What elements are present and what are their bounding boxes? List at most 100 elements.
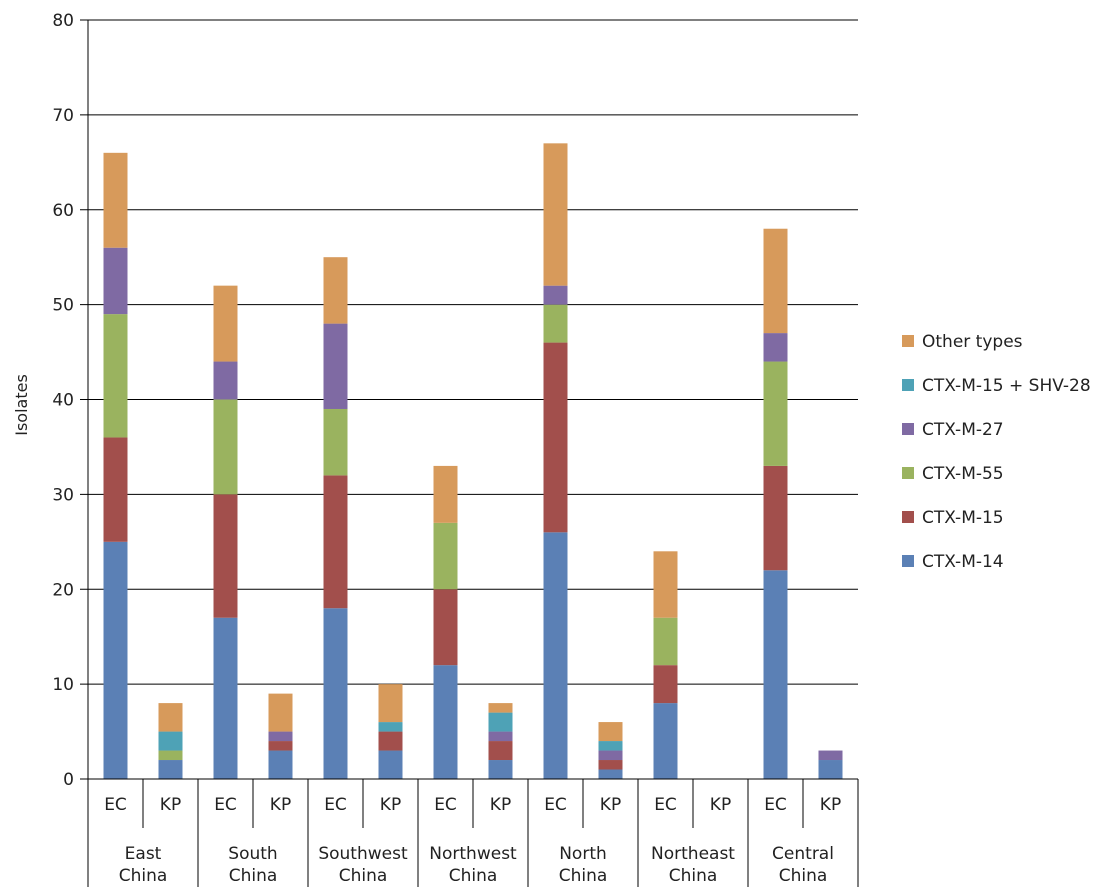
bar-segment (268, 731, 293, 742)
bar-segment (158, 731, 183, 751)
legend-label: CTX-M-55 (922, 464, 1004, 484)
bar-segment (543, 342, 568, 533)
x-tick-label: EC (104, 795, 127, 815)
y-tick-label: 40 (52, 391, 74, 411)
bar-segment (488, 703, 513, 713)
axes: 0 10 20 30 40 50 60 70 80 (52, 11, 858, 790)
y-tick-label: 50 (52, 296, 74, 316)
legend-label: CTX-M-27 (922, 420, 1004, 440)
bar-segment (103, 541, 128, 779)
legend: Other types CTX-M-15 + SHV-28 CTX-M-27 CTX-… (902, 332, 1091, 572)
bar-segment (103, 314, 128, 438)
bar-segment (598, 741, 623, 751)
bar-segment (653, 665, 678, 704)
bars (103, 143, 843, 779)
bar-segment (268, 693, 293, 732)
y-tick-label: 10 (52, 675, 74, 695)
bar-segment (818, 760, 843, 779)
x-tick-label: EC (544, 795, 567, 815)
legend-swatch (902, 423, 914, 435)
legend-label: Other types (922, 332, 1023, 352)
bar-segment (323, 408, 348, 476)
bar-segment (488, 712, 513, 732)
bar-segment (543, 304, 568, 343)
bar-segment (598, 750, 623, 761)
bar-segment (653, 703, 678, 779)
bar-segment (103, 152, 128, 248)
group-label: China (559, 866, 608, 886)
legend-label: CTX-M-14 (922, 552, 1004, 572)
bar-segment (268, 741, 293, 751)
bar-segment (433, 665, 458, 779)
x-tick-label: EC (654, 795, 677, 815)
legend-swatch (902, 379, 914, 391)
bar-segment (598, 722, 623, 742)
bar-segment (653, 551, 678, 618)
group-label: China (669, 866, 718, 886)
x-tick-label: KP (820, 795, 841, 815)
bar-segment (543, 532, 568, 779)
bar-segment (433, 589, 458, 666)
bar-segment (488, 741, 513, 761)
bar-segment (213, 399, 238, 495)
bar-segment (543, 143, 568, 286)
bar-segment (763, 465, 788, 571)
x-tick-label: EC (214, 795, 237, 815)
group-label: China (229, 866, 278, 886)
legend-label: CTX-M-15 (922, 508, 1004, 528)
bar-segment (378, 684, 403, 723)
x-tick-label: KP (490, 795, 511, 815)
bar-segment (598, 760, 623, 770)
bar-segment (323, 323, 348, 409)
legend-swatch (902, 467, 914, 479)
bar-segment (378, 731, 403, 751)
bar-segment (488, 760, 513, 779)
bar-segment (543, 285, 568, 305)
bar-segment (213, 617, 238, 779)
bar-segment (763, 333, 788, 362)
bar-segment (763, 570, 788, 779)
group-label: Northwest (429, 844, 517, 864)
group-label: China (779, 866, 828, 886)
y-tick-label: 30 (52, 485, 74, 505)
bar-segment (103, 437, 128, 542)
group-label: China (449, 866, 498, 886)
legend-swatch (902, 335, 914, 347)
group-label: Central (772, 844, 834, 864)
bar-segment (378, 750, 403, 779)
y-tick-label: 20 (52, 580, 74, 600)
group-label: East (125, 844, 162, 864)
y-tick-label: 80 (52, 11, 74, 31)
y-tick-label: 60 (52, 201, 74, 221)
x-tick-label: KP (380, 795, 401, 815)
bar-segment (763, 361, 788, 466)
x-tick-label: EC (764, 795, 787, 815)
bar-segment (488, 731, 513, 742)
x-tick-label: KP (160, 795, 181, 815)
bar-segment (763, 228, 788, 334)
legend-label: CTX-M-15 + SHV-28 (922, 376, 1091, 396)
bar-segment (323, 257, 348, 324)
group-label: North (559, 844, 607, 864)
bar-segment (213, 285, 238, 362)
bar-segment (213, 361, 238, 400)
bar-segment (213, 494, 238, 618)
group-label: Northeast (651, 844, 735, 864)
category-axis-labels: EC KP EC KP EC KP EC KP EC KP EC KP EC KPEastChinaSou… (87, 779, 859, 887)
bar-segment (433, 465, 458, 523)
group-label: South (228, 844, 277, 864)
x-tick-label: KP (270, 795, 291, 815)
group-label: China (119, 866, 168, 886)
gridlines (80, 19, 858, 780)
x-tick-label: EC (434, 795, 457, 815)
x-tick-label: KP (600, 795, 621, 815)
bar-segment (818, 750, 843, 761)
bar-segment (158, 703, 183, 732)
bar-segment (158, 750, 183, 761)
bar-segment (268, 750, 293, 779)
bar-segment (598, 769, 623, 779)
x-tick-label: KP (710, 795, 731, 815)
y-tick-label: 0 (63, 770, 74, 790)
bar-segment (378, 722, 403, 732)
